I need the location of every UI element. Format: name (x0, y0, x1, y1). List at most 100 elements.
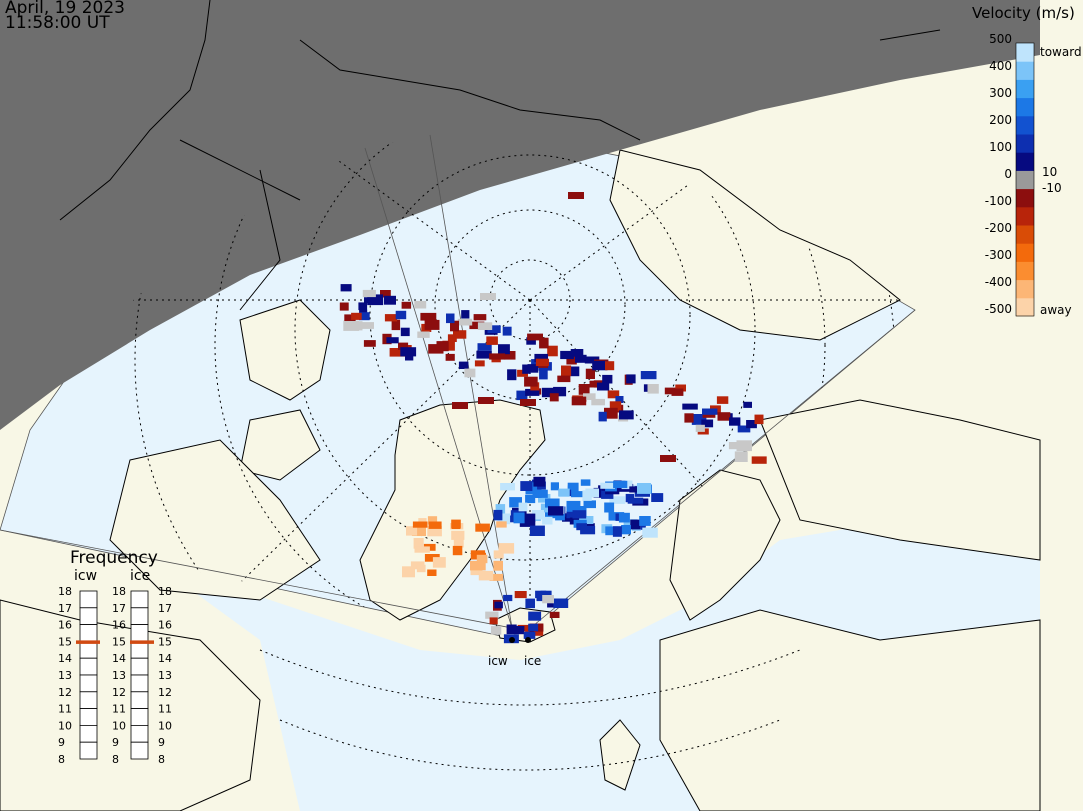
velocity-tick-neg200: -200 (984, 221, 1012, 235)
frequency-level-label: 12 (158, 686, 172, 699)
station-ice-label: ice (524, 654, 542, 668)
radar-cell (427, 516, 438, 525)
radar-cell (560, 350, 574, 360)
radar-cell (575, 354, 587, 363)
radar-cell (566, 355, 577, 365)
radar-cell (754, 414, 764, 425)
station-icw-marker (509, 637, 515, 643)
radar-cell (578, 384, 590, 395)
radar-cell (682, 403, 698, 410)
radar-cell (602, 374, 613, 384)
frequency-cell (130, 641, 149, 659)
radar-cell (609, 496, 626, 504)
frequency-panel: 18 17 16 15 14 13 12 11 10 9 8 18 18 17 17 16 16 15 15 14 14… (58, 585, 172, 766)
radar-cell (561, 365, 572, 376)
frequency-level-label: 8 (158, 753, 165, 766)
north-america (109, 439, 321, 601)
radar-cell (487, 325, 501, 333)
radar-cell (476, 554, 488, 564)
radar-cell (469, 321, 485, 330)
radar-cell (497, 513, 511, 525)
radar-cell (548, 506, 564, 516)
radar-cell (729, 417, 741, 426)
radar-cell (493, 550, 504, 559)
radar-cell (737, 425, 751, 433)
radar-cell (526, 337, 536, 345)
frequency-level-label: 9 (112, 736, 119, 749)
radar-cell (389, 348, 406, 357)
beam-boundaries (0, 134, 916, 631)
radar-cell (580, 479, 591, 486)
frequency-selected-marker (76, 640, 100, 644)
frequency-column-icw: icw (74, 568, 98, 584)
colorbar-step (1016, 243, 1034, 262)
frequency-level-label: 11 (58, 703, 72, 716)
radar-cell (475, 523, 490, 532)
radar-cell (540, 503, 550, 513)
radar-cell (609, 401, 622, 412)
radar-cell (500, 483, 515, 491)
radar-cell (604, 502, 615, 513)
frequency-level-label: 15 (112, 635, 126, 648)
radar-cell (522, 364, 531, 374)
night-coastlines (59, 0, 941, 311)
radar-cell (660, 455, 676, 462)
radar-cell (605, 526, 618, 536)
radar-cell (470, 560, 486, 571)
radar-cell (618, 512, 630, 523)
frequency-cell (79, 725, 98, 743)
radar-cell (523, 632, 536, 639)
radar-cell (534, 353, 548, 363)
radar-cell (549, 611, 560, 618)
radar-cell (489, 353, 506, 360)
frequency-cell (79, 691, 98, 709)
frequency-cell (79, 657, 98, 676)
radar-cell (391, 319, 401, 331)
radar-cell (691, 414, 707, 425)
radar-cell (458, 361, 469, 369)
radar-cell (398, 342, 409, 350)
radar-cell (550, 482, 559, 491)
radar-cell (549, 393, 559, 402)
radar-cell (489, 617, 498, 625)
radar-cell (412, 521, 428, 528)
radar-cell (494, 601, 503, 609)
frequency-cell (130, 691, 149, 709)
greenland-landmass (359, 399, 546, 621)
radar-cell (600, 482, 615, 489)
radar-cell (496, 521, 507, 528)
colorbar-step (1016, 43, 1034, 62)
radar-cell (427, 525, 442, 537)
radar-cell (746, 420, 757, 429)
west-continent (0, 599, 261, 811)
radar-cell (453, 330, 467, 339)
velocity-tick-300: 300 (989, 86, 1012, 100)
radar-cell (493, 509, 503, 521)
radar-cell (558, 488, 570, 497)
radar-cell (533, 476, 546, 487)
radar-cell (542, 516, 553, 525)
radar-cell (367, 294, 384, 306)
radar-cell (420, 312, 437, 321)
frequency-level-label: 18 (158, 585, 172, 598)
radar-cell (728, 442, 742, 450)
radar-cell (545, 498, 560, 508)
radar-cell (383, 295, 396, 305)
frequency-cell (79, 708, 98, 726)
radar-cell (555, 514, 565, 521)
radar-cell (684, 413, 694, 423)
radar-cell (452, 402, 468, 409)
radar-cell (701, 419, 714, 428)
radar-cell (531, 359, 540, 367)
radar-cell (607, 390, 620, 399)
radar-cell (343, 320, 360, 331)
radar-cell (513, 512, 525, 524)
radar-cell (476, 350, 492, 359)
radar-cell (583, 393, 596, 400)
radar-cell (743, 401, 752, 408)
radar-cell (432, 557, 446, 568)
radar-cell (344, 314, 356, 321)
station-icw-label: icw (488, 654, 508, 668)
radar-cell (424, 319, 440, 330)
